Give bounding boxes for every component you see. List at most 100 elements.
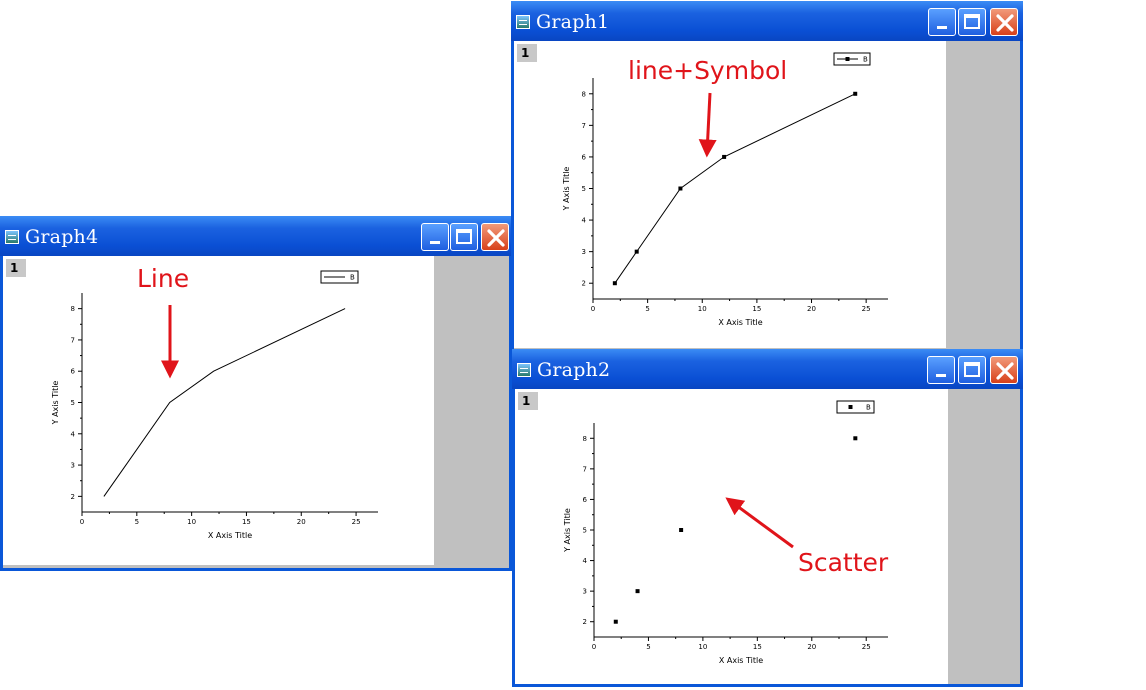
y-tick-label: 5: [583, 527, 587, 535]
legend-label: B: [866, 404, 871, 412]
x-tick-label: 5: [135, 518, 139, 526]
data-point: [853, 436, 858, 441]
graph2-plot[interactable]: 2 3 4 5 6 7 8 0 5 10 15 20 25 X Axis Title Y Axis Titl…: [515, 389, 948, 684]
graph2-page[interactable]: 1 2 3 4 5 6 7 8 0 5 10 15 20 25 X Axis Title Y Axis Ti…: [515, 389, 948, 684]
y-tick-label: 3: [71, 462, 75, 470]
y-tick-label: 2: [583, 618, 587, 626]
minimize-button[interactable]: [928, 8, 956, 36]
data-point: [612, 281, 617, 286]
x-axis-title: X Axis Title: [718, 318, 762, 327]
legend-box: [836, 400, 875, 414]
y-tick-label: 2: [582, 280, 586, 288]
x-tick-label: 10: [698, 305, 707, 313]
x-axis-title: X Axis Title: [208, 531, 252, 540]
x-tick-label: 0: [591, 305, 595, 313]
data-point: [634, 249, 639, 254]
graph2-window[interactable]: Graph2 1 2 3 4 5 6 7 8 0 5 10 15 20 25 X Axis Title Y …: [512, 349, 1023, 687]
maximize-button[interactable]: [958, 356, 986, 384]
x-tick-label: 0: [80, 518, 84, 526]
y-tick-label: 2: [71, 493, 75, 501]
annotation-line: Line: [137, 264, 190, 293]
x-tick-label: 5: [646, 643, 650, 651]
graph1-workspace: 1 2 3 4 5 6 7 8 0 5 10 15 20 25 X Axis Title Y Axis Ti…: [514, 41, 1020, 350]
x-tick-label: 10: [187, 518, 196, 526]
graph2-workspace: 1 2 3 4 5 6 7 8 0 5 10 15 20 25 X Axis Title Y Axis Ti…: [515, 389, 1020, 684]
y-tick-label: 3: [582, 248, 586, 256]
legend-label: B: [350, 274, 355, 282]
y-tick-label: 4: [71, 430, 76, 438]
maximize-button[interactable]: [958, 8, 986, 36]
graph2-titlebar[interactable]: Graph2: [512, 349, 1023, 389]
x-tick-label: 25: [862, 305, 871, 313]
y-tick-label: 7: [582, 122, 586, 130]
x-tick-label: 20: [297, 518, 306, 526]
annotation-scatter: Scatter: [798, 548, 889, 577]
graph4-page[interactable]: 1 2 3 4 5 6 7 8 0 5 10 15 20 25 X Axis Title Y Axis Ti…: [3, 256, 434, 565]
data-point: [678, 186, 683, 191]
annotation-line-symbol: line+Symbol: [628, 56, 788, 85]
graph-window-icon: [517, 363, 531, 377]
data-point: [635, 589, 640, 594]
graph1-window[interactable]: Graph1 1 2 3 4 5 6 7 8 0 5 10 15 20 25 X Axis Title Y …: [511, 1, 1023, 353]
window-title: Graph4: [25, 226, 99, 248]
maximize-button[interactable]: [450, 223, 478, 251]
x-tick-label: 15: [752, 305, 761, 313]
x-tick-label: 15: [242, 518, 251, 526]
y-tick-label: 6: [582, 153, 587, 161]
close-button[interactable]: [990, 8, 1018, 36]
data-point: [722, 154, 727, 159]
minimize-button[interactable]: [927, 356, 955, 384]
graph-window-icon: [5, 230, 19, 244]
legend-label: B: [863, 56, 868, 64]
legend-symbol: [848, 405, 853, 409]
y-tick-label: 8: [582, 90, 586, 98]
data-point: [679, 528, 684, 532]
x-tick-label: 25: [862, 643, 871, 651]
graph1-titlebar[interactable]: Graph1: [511, 1, 1023, 41]
close-icon: [996, 362, 1014, 380]
minimize-button[interactable]: [421, 223, 449, 251]
graph-window-icon: [516, 15, 530, 29]
y-axis-title: Y Axis Title: [563, 508, 572, 553]
layer-1-tab[interactable]: 1: [6, 259, 26, 277]
data-point: [853, 91, 858, 96]
graph4-titlebar[interactable]: Graph4: [0, 216, 512, 256]
close-icon: [487, 229, 505, 247]
close-icon: [996, 14, 1014, 32]
series-line: [614, 93, 856, 284]
close-button[interactable]: [990, 356, 1018, 384]
y-axis-title: Y Axis Title: [562, 167, 571, 212]
layer-1-tab[interactable]: 1: [517, 44, 537, 62]
x-tick-label: 15: [753, 643, 762, 651]
y-tick-label: 5: [582, 185, 586, 193]
x-tick-label: 10: [698, 643, 707, 651]
y-tick-label: 4: [583, 557, 588, 565]
y-tick-label: 7: [583, 465, 587, 473]
y-tick-label: 6: [71, 368, 76, 376]
x-tick-label: 25: [352, 518, 361, 526]
y-tick-label: 7: [71, 336, 75, 344]
window-title: Graph2: [537, 359, 611, 381]
x-tick-label: 20: [807, 643, 816, 651]
series-line: [103, 308, 346, 497]
legend-symbol: [845, 57, 850, 61]
y-tick-label: 3: [583, 588, 587, 596]
graph4-workspace: 1 2 3 4 5 6 7 8 0 5 10 15 20 25 X Axis Title Y Axis Ti…: [3, 256, 509, 568]
x-axis-title: X Axis Title: [719, 656, 763, 665]
close-button[interactable]: [481, 223, 509, 251]
graph4-window[interactable]: Graph4 1 2 3 4 5 6 7 8 0 5 10 15 20 25 X Axis Title Y …: [0, 216, 512, 571]
window-title: Graph1: [536, 11, 610, 33]
graph1-page[interactable]: 1 2 3 4 5 6 7 8 0 5 10 15 20 25 X Axis Title Y Axis Ti…: [514, 41, 946, 348]
graph1-plot[interactable]: 2 3 4 5 6 7 8 0 5 10 15 20 25 X Axis Title Y Axis Titl…: [514, 41, 946, 348]
y-tick-label: 6: [583, 496, 588, 504]
data-point: [613, 619, 618, 624]
y-tick-label: 4: [582, 217, 587, 225]
x-tick-label: 5: [645, 305, 649, 313]
layer-1-tab[interactable]: 1: [518, 392, 538, 410]
x-tick-label: 20: [807, 305, 816, 313]
y-tick-label: 8: [71, 305, 75, 313]
graph4-plot[interactable]: 2 3 4 5 6 7 8 0 5 10 15 20 25 X Axis Title Y Axis Titl…: [3, 256, 434, 565]
y-axis-title: Y Axis Title: [51, 381, 60, 426]
y-tick-label: 5: [71, 399, 75, 407]
x-tick-label: 0: [592, 643, 596, 651]
